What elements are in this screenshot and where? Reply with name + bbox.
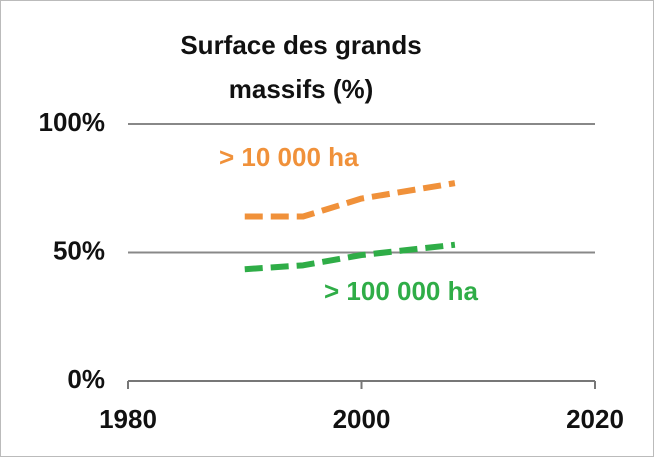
y-tick-label: 0%: [67, 364, 105, 394]
series-line: [244, 241, 456, 273]
chart-title: Surface des grands massifs (%): [180, 30, 422, 104]
x-tick-label: 2000: [333, 404, 391, 434]
y-tick-label: 100%: [39, 107, 106, 137]
x-tick-label: 2020: [566, 404, 624, 434]
series-line: [244, 180, 456, 220]
x-tick-label: 1980: [99, 404, 157, 434]
series-label: > 10 000 ha: [219, 142, 359, 172]
series-label: > 100 000 ha: [324, 276, 478, 306]
y-tick-label: 50%: [53, 235, 105, 265]
